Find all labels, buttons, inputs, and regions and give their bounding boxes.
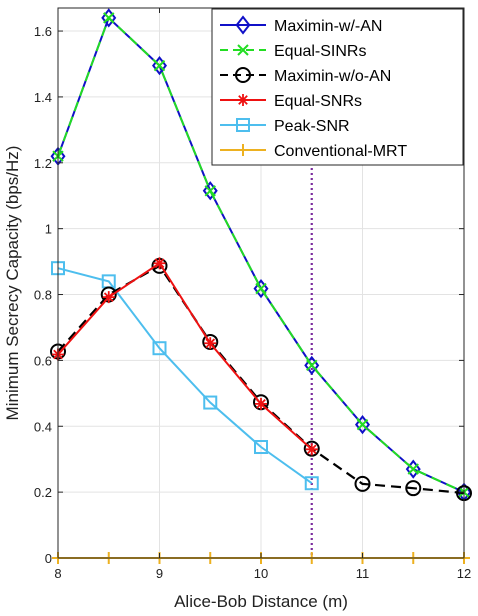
legend-label: Conventional-MRT	[274, 143, 407, 160]
data-point	[254, 440, 268, 455]
x-axis-label: Alice-Bob Distance (m)	[174, 592, 348, 611]
data-point	[354, 475, 371, 492]
x-tick-label: 11	[356, 566, 370, 581]
series-line	[57, 267, 313, 485]
series-line	[57, 261, 313, 451]
data-point	[255, 282, 267, 295]
ticks: 8 9 10 11 12 0 0.2 0.4 0.6 0.8 1 1.2 1.4 1.6	[34, 8, 471, 581]
legend-marker	[235, 67, 251, 83]
data-point	[152, 341, 167, 356]
data-point	[103, 12, 115, 24]
data-point	[306, 359, 318, 372]
data-point	[407, 463, 419, 475]
legend-marker	[237, 144, 249, 156]
data-point	[405, 480, 422, 497]
legend-label: Maximin-w/o-AN	[274, 68, 391, 85]
data-point	[202, 181, 218, 201]
legend-marker	[237, 44, 249, 56]
legend-label: Peak-SNR	[274, 118, 350, 135]
y-tick-label: 1	[45, 222, 52, 237]
legend-label: Equal-SINRs	[274, 43, 366, 60]
data-point	[203, 395, 218, 410]
legend-marker	[236, 118, 250, 132]
y-axis-label: Minimum Secrecy Capacity (bps/Hz)	[3, 146, 22, 421]
y-tick-label: 0.8	[34, 288, 52, 303]
legend-entry: Maximin-w/o-AN	[220, 67, 391, 85]
y-tick-label: 0.2	[34, 485, 52, 500]
y-tick-label: 0.6	[34, 353, 52, 368]
legend-entry: Peak-SNR	[220, 118, 350, 135]
data-point	[305, 443, 318, 456]
legend-label: Maximin-w/-AN	[274, 18, 382, 35]
data-point	[204, 337, 217, 350]
legend-box	[211, 8, 464, 166]
x-tick-label: 9	[156, 566, 163, 581]
y-tick-label: 0	[45, 551, 52, 566]
data-point	[304, 355, 320, 375]
data-point	[356, 418, 369, 431]
legend-label: Equal-SNRs	[274, 93, 362, 110]
y-tick-label: 1.6	[34, 24, 52, 39]
data-point	[153, 257, 166, 270]
data-point	[204, 185, 216, 197]
data-point	[102, 291, 115, 304]
x-tick-label: 12	[457, 566, 471, 581]
y-tick-label: 1.4	[34, 90, 52, 105]
y-tick-label: 0.4	[34, 419, 52, 434]
data-point	[253, 278, 269, 299]
y-tick-label: 1.2	[34, 156, 52, 171]
legend-marker	[237, 94, 249, 106]
data-point	[101, 8, 117, 28]
legend-entry: Conventional-MRT	[220, 143, 407, 160]
x-tick-label: 8	[54, 566, 61, 581]
x-tick-label: 10	[254, 566, 268, 581]
data-point	[153, 59, 166, 72]
series-Equal-SNRs	[52, 257, 318, 456]
legend-entry: Equal-SINRs	[220, 43, 366, 60]
series-Equal-SINRs	[52, 12, 470, 498]
legend-entry: Maximin-w/-AN	[220, 15, 382, 35]
series-line	[57, 16, 465, 494]
data-point	[303, 440, 320, 457]
legend-marker	[235, 15, 251, 35]
data-point	[304, 476, 319, 491]
data-point	[354, 414, 371, 435]
legend: Maximin-w/-AN Equal-SINRs Maximin-w/o-AN Eq…	[211, 8, 464, 166]
legend-entry: Equal-SNRs	[220, 93, 362, 110]
data-point	[255, 397, 267, 410]
